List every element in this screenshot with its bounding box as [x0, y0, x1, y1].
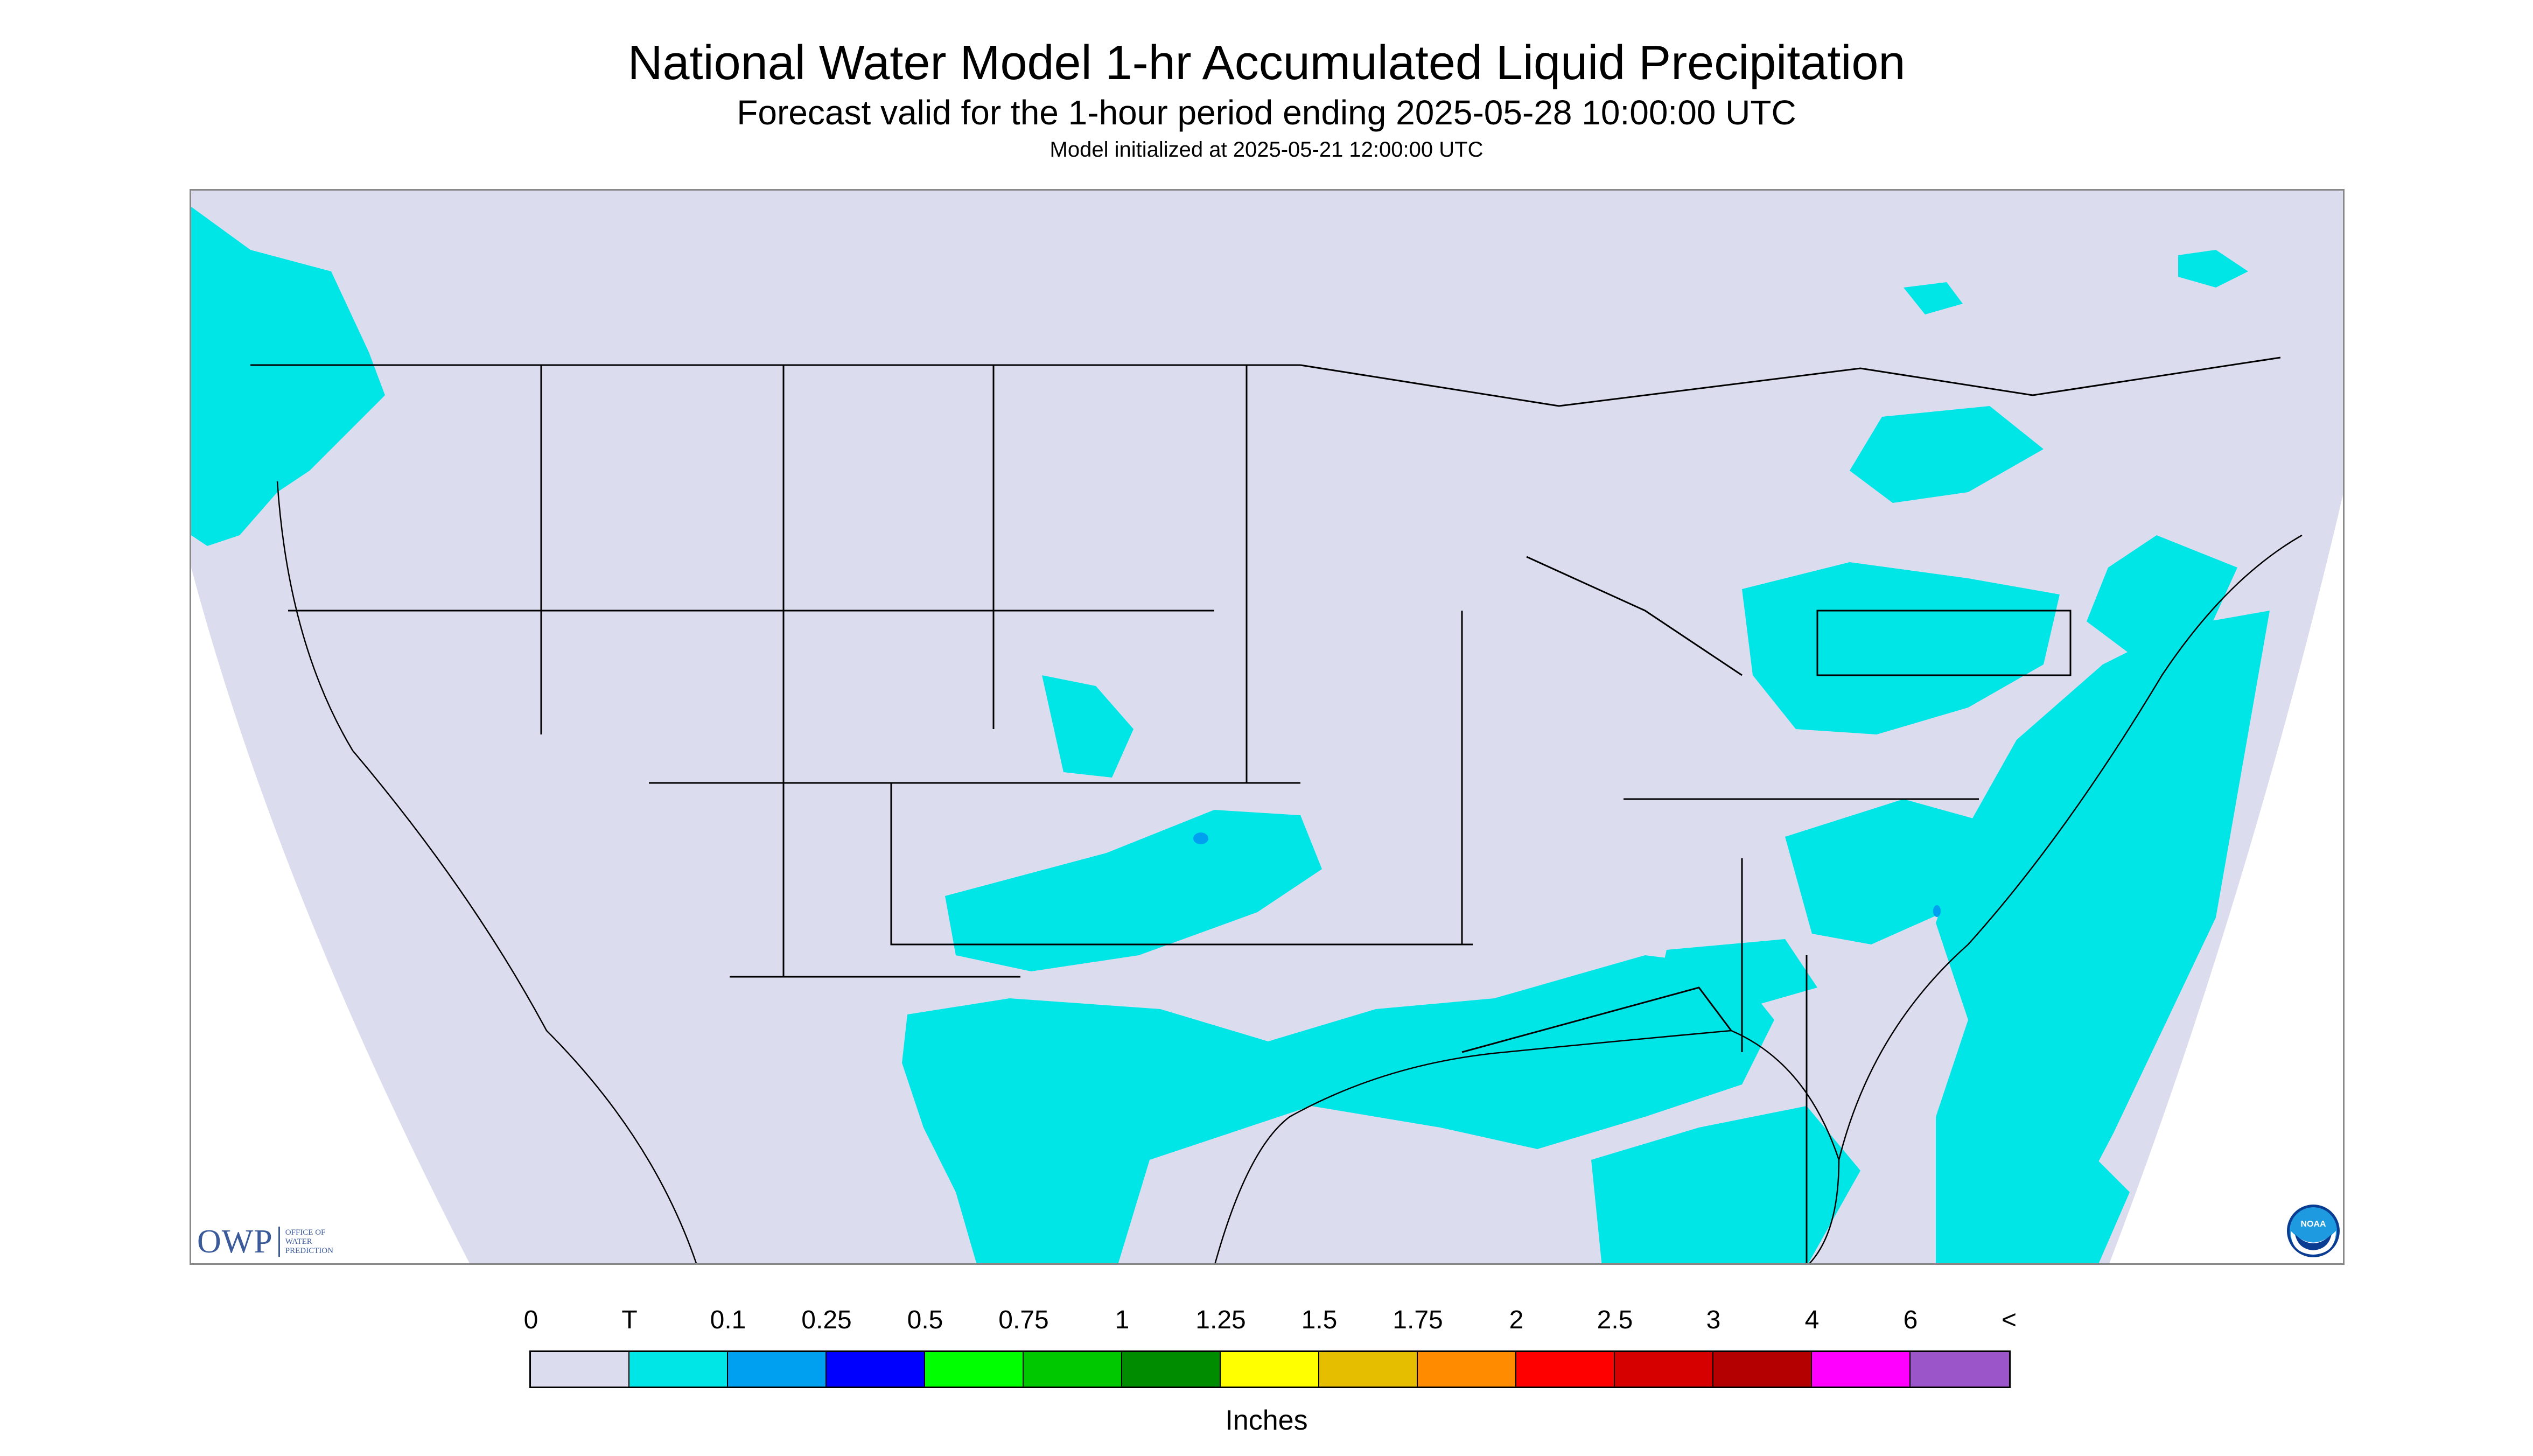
legend-label: 0 — [523, 1306, 538, 1334]
legend-swatch-2 — [728, 1352, 827, 1387]
legend-colorbar — [529, 1350, 2011, 1388]
owp-line-1: OFFICE OF — [285, 1228, 326, 1237]
coastlines — [276, 481, 2303, 1263]
legend-label: 1.5 — [1301, 1306, 1338, 1334]
legend-swatch-5 — [1024, 1352, 1122, 1387]
legend-labels: 0 T 0.1 0.25 0.5 0.75 1 1.25 1.5 1.75 2 2.5 3 4 6 < — [0, 1305, 2533, 1338]
legend-swatch-6 — [1122, 1352, 1221, 1387]
owp-line-2: WATER — [285, 1237, 312, 1246]
legend-label: 0.25 — [801, 1306, 852, 1334]
owp-logo: OWP OFFICE OF WATER PREDICTION — [197, 1223, 333, 1261]
legend-label: 2 — [1509, 1306, 1524, 1334]
owp-logo-text: OWP — [197, 1223, 273, 1260]
legend-swatch-7 — [1221, 1352, 1319, 1387]
owp-logo-divider — [278, 1227, 280, 1257]
legend-label: 4 — [1804, 1306, 1820, 1334]
legend-swatch-4 — [925, 1352, 1024, 1387]
owp-line-3: PREDICTION — [285, 1246, 333, 1255]
legend-label: T — [621, 1306, 638, 1334]
forecast-valid-subtitle: Forecast valid for the 1-hour period end… — [737, 93, 1796, 132]
map-title: National Water Model 1-hr Accumulated Li… — [627, 36, 1906, 90]
legend-label: 0.75 — [998, 1306, 1049, 1334]
light-blue-spots — [1193, 832, 1941, 917]
trace-precipitation-areas — [191, 207, 2270, 1263]
legend-swatch-13 — [1812, 1352, 1911, 1387]
legend-swatch-8 — [1319, 1352, 1418, 1387]
legend-units: Inches — [1225, 1405, 1308, 1436]
legend-swatch-11 — [1615, 1352, 1713, 1387]
legend-label: 0.1 — [710, 1306, 746, 1334]
model-init-line: Model initialized at 2025-05-21 12:00:00… — [1049, 138, 1484, 162]
legend-label: 3 — [1706, 1306, 1721, 1334]
legend-swatch-10 — [1516, 1352, 1615, 1387]
legend-swatch-12 — [1713, 1352, 1812, 1387]
legend-swatch-3 — [827, 1352, 925, 1387]
model-domain — [191, 191, 2343, 1263]
political-boundaries — [250, 356, 2281, 1263]
noaa-logo-text: NOAA — [2300, 1220, 2326, 1229]
legend-swatch-9 — [1418, 1352, 1516, 1387]
legend-swatch-1 — [629, 1352, 728, 1387]
legend-label: 0.5 — [907, 1306, 943, 1334]
legend-label: 2.5 — [1597, 1306, 1633, 1334]
precipitation-map — [190, 189, 2345, 1265]
noaa-logo: NOAA — [2287, 1205, 2340, 1257]
owp-logo-subtext: OFFICE OF WATER PREDICTION — [285, 1228, 333, 1256]
legend-label: 1.75 — [1393, 1306, 1443, 1334]
legend-label: 1.25 — [1195, 1306, 1246, 1334]
legend-label: 6 — [1903, 1306, 1918, 1334]
map-canvas — [191, 191, 2343, 1263]
legend-swatch-14 — [1911, 1352, 2009, 1387]
legend-swatch-0 — [531, 1352, 629, 1387]
legend-label: < — [2001, 1306, 2017, 1334]
legend-label: 1 — [1115, 1306, 1130, 1334]
